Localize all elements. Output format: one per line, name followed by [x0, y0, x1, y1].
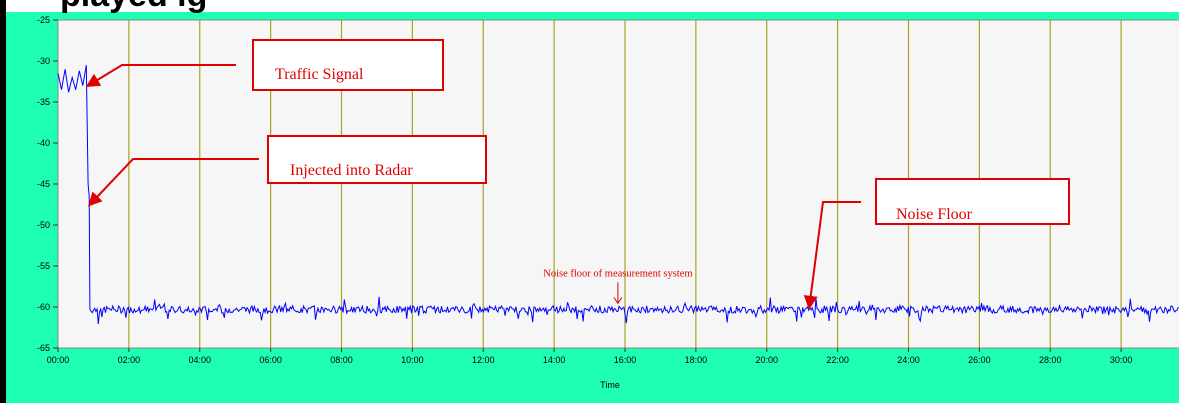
x-tick-label: 28:00 [1039, 355, 1062, 365]
y-tick-label: -65 [37, 343, 50, 353]
x-axis-label: Time [600, 380, 620, 390]
x-tick-label: 14:00 [543, 355, 566, 365]
window-left-border [0, 0, 6, 403]
callout-box [875, 178, 1070, 225]
y-tick-label: -35 [37, 97, 50, 107]
x-tick-label: 06:00 [259, 355, 282, 365]
x-tick-label: 08:00 [330, 355, 353, 365]
callout-arrow [803, 201, 861, 310]
series-layer [57, 65, 1179, 324]
y-tick-label: -60 [37, 302, 50, 312]
callout-box [267, 135, 487, 184]
x-tick-label: 04:00 [188, 355, 211, 365]
callout-label: Noise Floor [896, 206, 973, 223]
x-tick-label: 16:00 [614, 355, 637, 365]
callout-injected-radar: Injected into Radar [87, 135, 487, 207]
y-tick-label: -25 [37, 15, 50, 25]
x-tick-label: 24:00 [897, 355, 920, 365]
note-arrow-head [613, 297, 623, 305]
callout-label: Traffic Signal [275, 66, 364, 83]
note-label: Noise floor of measurement system [543, 269, 692, 280]
callout-arrow [87, 158, 259, 207]
callout-noise-floor: Noise Floor [803, 178, 1070, 310]
callout-label: Injected into Radar [290, 162, 413, 179]
x-tick-label: 10:00 [401, 355, 424, 365]
y-tick-label: -40 [37, 138, 50, 148]
x-tick-label: 12:00 [472, 355, 495, 365]
axes: 00:00 02:00 04:00 06:00 08:00 10:00 12:00 14:00… [37, 15, 1133, 365]
y-tick-label: -30 [37, 56, 50, 66]
x-tick-label: 02:00 [118, 355, 141, 365]
callout-traffic-signal: Traffic Signal [85, 39, 444, 91]
x-tick-label: 26:00 [968, 355, 991, 365]
y-tick-label: -50 [37, 220, 50, 230]
callout-arrow [85, 64, 236, 88]
x-tick-label: 20:00 [755, 355, 778, 365]
x-tick-label: 00:00 [47, 355, 70, 365]
note-measurement-noise: Noise floor of measurement system [543, 269, 693, 305]
callout-box [252, 39, 444, 91]
y-tick-label: -45 [37, 179, 50, 189]
x-tick-label: 18:00 [685, 355, 708, 365]
x-tick-label: 30:00 [1110, 355, 1133, 365]
page-title-fragment: played ig [60, 0, 207, 15]
series-line [57, 65, 1179, 324]
y-tick-label: -55 [37, 261, 50, 271]
x-tick-label: 22:00 [826, 355, 849, 365]
annotations: Traffic Signal Injected into Radar Noise F… [85, 39, 1070, 310]
